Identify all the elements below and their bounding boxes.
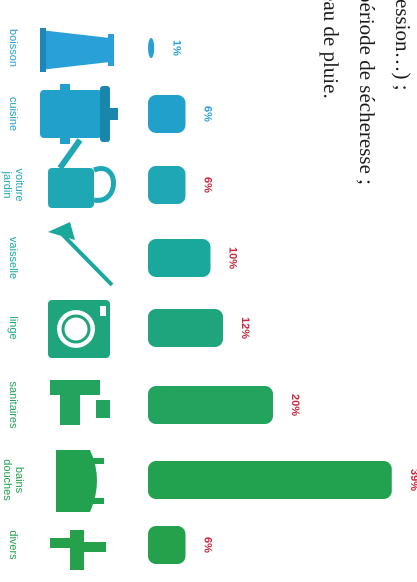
category-label: vaisselle (7, 237, 19, 279)
value-label: 6% (202, 177, 214, 193)
value-label: 6% (202, 106, 214, 122)
bar-voiture-jardin (148, 166, 186, 204)
value-label: 6% (202, 537, 214, 553)
category-label: cuisine (7, 97, 19, 131)
bar-vaisselle (148, 239, 211, 277)
bar-linge (148, 309, 223, 347)
bar-divers (148, 526, 186, 564)
bar-bains-douches (148, 461, 392, 499)
cooking-pot-icon (40, 84, 118, 144)
category-label: bainsdouches (1, 459, 25, 501)
category-label-line: linge (7, 316, 19, 339)
category-label-line: douches (1, 459, 13, 501)
washing-machine-icon (48, 300, 110, 358)
bar-cuisine (148, 95, 186, 133)
faucet-icon (50, 530, 106, 570)
category-label: sanitaires (7, 381, 19, 429)
value-label: 39% (408, 469, 417, 491)
bar-sanitaires (148, 386, 273, 424)
category-label-line: boisson (7, 29, 19, 67)
value-label: 10% (227, 247, 239, 269)
bars (148, 38, 392, 564)
category-label-line: sanitaires (7, 381, 19, 429)
category-label: boisson (7, 29, 19, 67)
watering-can-icon (48, 138, 116, 208)
category-label-line: vaisselle (7, 237, 19, 279)
category-label-line: bains (13, 467, 25, 494)
category-icons (40, 28, 118, 570)
category-label-line: divers (7, 530, 19, 560)
category-label: linge (7, 316, 19, 339)
category-label: voiturejardin (1, 168, 25, 201)
category-label: divers (7, 530, 19, 560)
value-label: 12% (239, 317, 251, 339)
category-label-line: voiture (13, 168, 25, 201)
value-labels: 1% 6% 6% 10% 12% 20% 39% 6% (170, 40, 417, 553)
value-label: 20% (289, 394, 301, 416)
category-labels: boisson cuisine voiturejardin vaisselle ling… (1, 29, 25, 560)
category-label-line: cuisine (7, 97, 19, 131)
category-label-line: jardin (1, 171, 13, 199)
dish-brush-icon (48, 222, 114, 287)
bar-boisson (148, 38, 155, 58)
value-label: 1% (170, 40, 182, 56)
bathtub-icon (56, 450, 104, 512)
bucket-icon (40, 28, 114, 72)
toilet-icon (50, 380, 110, 425)
